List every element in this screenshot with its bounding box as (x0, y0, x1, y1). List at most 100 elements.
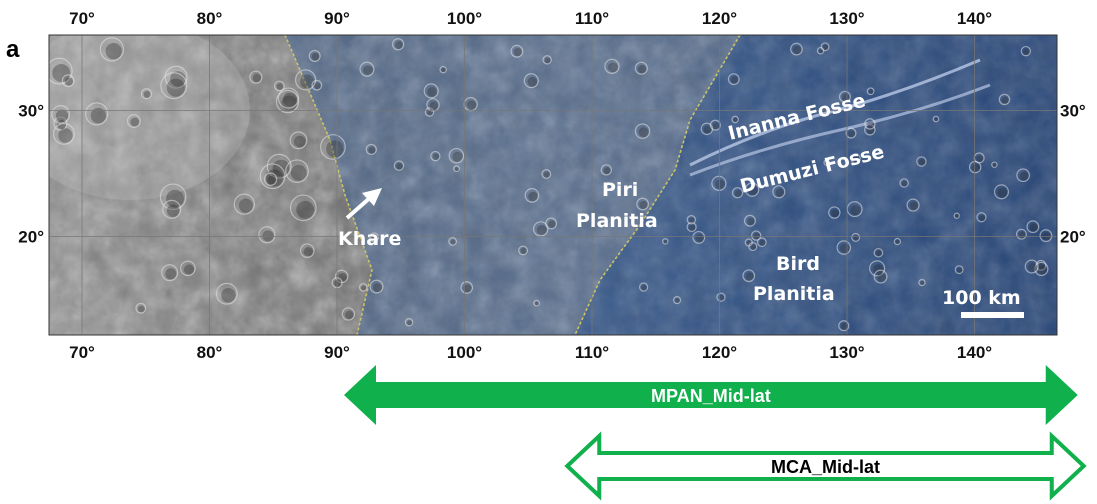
crater-floor (303, 246, 314, 257)
crater-floor (395, 41, 403, 49)
crater (1015, 228, 1027, 240)
label-bird-2: Planitia (753, 283, 835, 305)
crater-floor (166, 204, 180, 217)
crater-floor (58, 128, 73, 143)
crater-floor (396, 163, 403, 170)
crater-floor (703, 125, 712, 134)
crater-floor (877, 273, 886, 282)
crater (162, 199, 182, 219)
crater-floor (520, 248, 527, 255)
crater (1024, 259, 1039, 274)
crater-floor (361, 285, 367, 291)
crater (686, 221, 697, 233)
crater-floor (733, 117, 738, 123)
lat-tick-label: 30° (1060, 102, 1086, 121)
crater (160, 72, 188, 100)
crater-floor (265, 169, 284, 187)
crater-floor (978, 214, 986, 222)
crater-floor (544, 57, 551, 64)
crater-floor (641, 284, 648, 291)
crater-floor (793, 45, 802, 55)
crater-floor (441, 67, 446, 73)
crater-floor (1023, 48, 1030, 56)
crater-floor (734, 189, 742, 197)
lon-tick-label: 140° (957, 343, 992, 362)
crater-floor (972, 163, 981, 172)
crater-floor (992, 163, 997, 167)
crater (836, 240, 852, 255)
crater-floor (513, 48, 522, 57)
crater-floor (450, 239, 456, 245)
crater (662, 238, 669, 245)
crater (748, 241, 758, 252)
crater-floor (326, 140, 344, 158)
crater (864, 118, 876, 130)
crater-floor (639, 200, 648, 209)
crater (968, 160, 982, 174)
crater (756, 237, 767, 248)
crater (869, 260, 886, 277)
crater-floor (165, 268, 177, 280)
crater (850, 153, 861, 164)
crater (998, 93, 1011, 106)
lon-tick-label: 120° (702, 9, 737, 28)
map-frame (48, 34, 1058, 336)
crater (341, 307, 356, 321)
crater (430, 150, 441, 162)
scale-bar (961, 312, 1024, 318)
crater (215, 282, 238, 305)
crater-floor (282, 92, 297, 107)
crater (873, 269, 888, 284)
craters (49, 37, 1053, 332)
scale-bar-label: 100 km (942, 287, 1021, 309)
crater-floor (1019, 171, 1029, 181)
crater (273, 80, 285, 92)
crater-floor (955, 214, 959, 218)
crater (126, 114, 141, 128)
crater (600, 164, 612, 176)
crater-floor (748, 186, 758, 196)
crater-floor (745, 272, 754, 281)
crater (369, 279, 384, 294)
crater-floor (920, 280, 925, 286)
crater-floor (296, 200, 315, 219)
crater-floor (427, 87, 438, 97)
crater-floor (750, 244, 757, 250)
mpan-arrow-shape (344, 365, 1078, 425)
crater-floor (841, 93, 850, 102)
crater (289, 131, 308, 150)
crater-floor (759, 239, 766, 246)
crater (772, 185, 786, 199)
crater (391, 38, 405, 51)
crater-floor (957, 267, 963, 273)
crater (523, 73, 539, 89)
crater-floor (1029, 223, 1038, 232)
lat-ticks-right: 30° 20° (1060, 102, 1086, 247)
crater (289, 194, 317, 222)
label-piri-2: Planitia (576, 210, 658, 232)
crater (1016, 168, 1030, 183)
crater (906, 198, 920, 212)
crater (709, 119, 721, 131)
crater (866, 87, 875, 96)
crater-floor (528, 191, 538, 202)
crater (1020, 45, 1032, 57)
crater-floor (407, 320, 413, 326)
mpan-label: MPAN_Mid-lat (651, 386, 771, 406)
crater-floor (429, 101, 439, 111)
crater-floor (603, 167, 611, 175)
crater (790, 42, 803, 56)
label-bird-1: Bird (776, 253, 820, 275)
crater-floor (290, 164, 307, 181)
crater-floor (675, 298, 680, 304)
crater-floor (183, 264, 195, 275)
lon-tick-label: 90° (324, 343, 350, 362)
crater (308, 49, 321, 62)
crater (259, 163, 286, 190)
crater (365, 143, 377, 156)
inanna-fosse-trough (689, 58, 981, 167)
crater-floor (1037, 265, 1047, 275)
crater (453, 165, 460, 173)
crater-floor (715, 179, 725, 190)
mca-arrow-shape (564, 431, 1087, 501)
